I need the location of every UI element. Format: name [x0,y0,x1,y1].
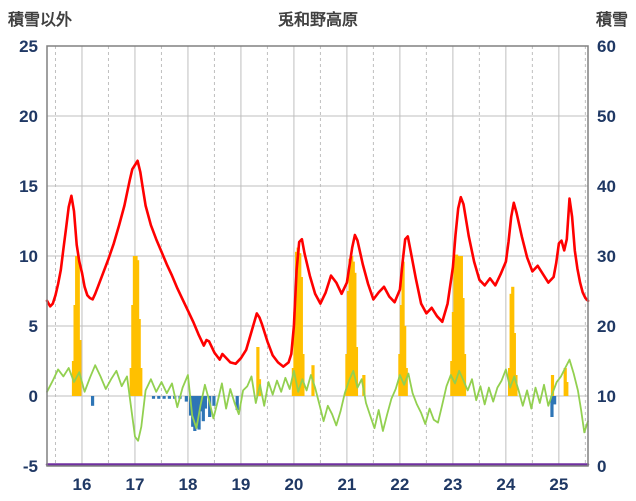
orange-bars-bar [76,258,80,396]
orange-bars-bar [403,326,407,396]
orange-bars-bar [353,272,357,396]
left-axis-tick-label: 25 [19,37,38,56]
x-axis-tick-label: 16 [73,475,92,494]
left-axis-tick-label: 0 [29,387,38,406]
orange-bars-bar [354,347,359,396]
orange-bars-bar [514,375,518,396]
blue-bars-bar [203,396,208,409]
x-axis-tick-label: 18 [178,475,197,494]
right-axis-title: 積雪 [595,12,628,29]
right-axis-tick-label: 60 [597,37,616,56]
left-axis-tick-label: -5 [23,457,38,476]
blue-bars-bar [184,396,188,402]
plot-frame [46,45,589,467]
blue-bars-bar [167,396,172,399]
x-axis-tick-label: 19 [231,475,250,494]
blue-bars-bar [162,396,166,399]
orange-bars-bar [78,340,82,396]
x-axis-tick-label: 23 [443,475,462,494]
orange-bars-bar [256,347,260,396]
orange-bars-bar [362,375,366,396]
blue-bars-bar [151,396,156,399]
blue-bars-bar [195,396,199,423]
blue-bars-bar [191,396,195,427]
x-axis-tick-label: 25 [549,475,568,494]
orange-bars-bar [512,333,516,396]
orange-bars-bar [404,368,408,396]
left-axis-tick-label: 20 [19,107,38,126]
orange-bars-bar [299,277,303,396]
orange-bars-bar [461,298,465,396]
right-axis-tick-label: 40 [597,177,616,196]
blue-bars-bar [157,396,161,399]
orange-bars-bar [137,319,141,396]
right-axis-tick-label: 10 [597,387,616,406]
orange-bars-bar [565,382,569,396]
left-axis-tick-label: 15 [19,177,38,196]
blue-bars-bar [193,396,197,431]
left-axis-tick-label: 10 [19,247,38,266]
blue-bars-bar [201,396,205,422]
temperature-line [45,159,590,368]
chart-title: 兎和野高原 [277,12,359,29]
blue-bars-bar [235,396,239,410]
blue-bars-bar [553,396,557,405]
blue-bars-bar [90,396,95,406]
green-line [46,358,589,442]
right-axis-tick-label: 20 [597,317,616,336]
x-axis-tick-label: 22 [390,475,409,494]
orange-bars-bar [462,354,467,396]
right-axis-tick-label: 0 [597,457,606,476]
blue-bars-bar [212,396,216,406]
x-axis-tick-label: 17 [125,475,144,494]
x-axis-tick-label: 24 [496,475,515,494]
x-axis-tick-label: 21 [337,475,356,494]
orange-bars-bar [301,354,305,396]
left-axis-title: 積雪以外 [8,12,73,29]
x-axis-tick-label: 20 [284,475,303,494]
blue-bars-bar [550,396,554,417]
left-axis-tick-label: 5 [29,317,38,336]
right-axis-tick-label: 30 [597,247,616,266]
right-axis-tick-label: 50 [597,107,616,126]
orange-bars-bar [139,368,143,396]
orange-bars-bar [550,375,555,396]
